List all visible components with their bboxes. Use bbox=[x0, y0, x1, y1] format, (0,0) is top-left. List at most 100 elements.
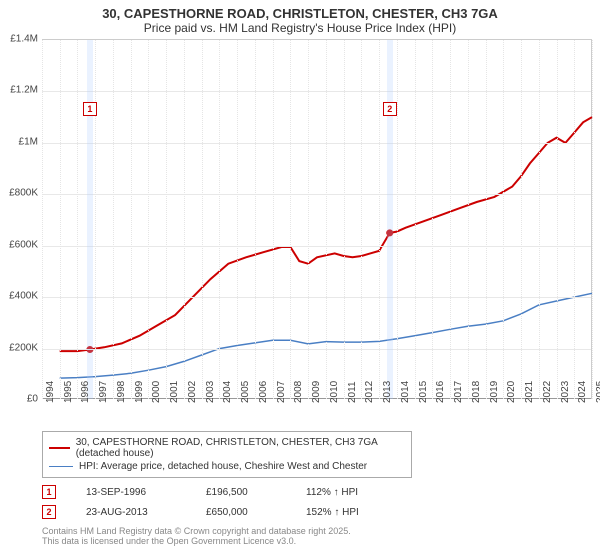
gridline-v bbox=[521, 40, 522, 399]
x-tick-label: 1997 bbox=[98, 381, 109, 403]
transaction-date: 13-SEP-1996 bbox=[86, 487, 176, 498]
gridline-v bbox=[77, 40, 78, 399]
transaction-marker: 1 bbox=[42, 485, 56, 499]
gridline-v bbox=[148, 40, 149, 399]
x-tick-label: 2004 bbox=[222, 381, 233, 403]
x-tick-label: 2013 bbox=[382, 381, 393, 403]
gridline-v bbox=[574, 40, 575, 399]
x-tick-label: 2025 bbox=[595, 381, 600, 403]
x-tick-label: 1995 bbox=[63, 381, 74, 403]
gridline-v bbox=[503, 40, 504, 399]
gridline-v bbox=[539, 40, 540, 399]
x-tick-label: 2012 bbox=[364, 381, 375, 403]
title-block: 30, CAPESTHORNE ROAD, CHRISTLETON, CHEST… bbox=[0, 0, 600, 39]
x-tick-label: 2010 bbox=[329, 381, 340, 403]
x-tick-label: 2018 bbox=[471, 381, 482, 403]
legend-row-property: 30, CAPESTHORNE ROAD, CHRISTLETON, CHEST… bbox=[49, 436, 405, 460]
transaction-row: 1 13-SEP-1996 £196,500 112% ↑ HPI bbox=[42, 482, 600, 502]
x-tick-label: 2019 bbox=[489, 381, 500, 403]
gridline-v bbox=[166, 40, 167, 399]
legend-swatch-blue bbox=[49, 466, 73, 467]
title-line2: Price paid vs. HM Land Registry's House … bbox=[10, 21, 590, 35]
x-tick-label: 2003 bbox=[205, 381, 216, 403]
x-tick-label: 2023 bbox=[560, 381, 571, 403]
title-line1: 30, CAPESTHORNE ROAD, CHRISTLETON, CHEST… bbox=[10, 6, 590, 21]
chart-area: 12 £0£200K£400K£600K£800K£1M£1.2M£1.4M19… bbox=[42, 39, 592, 427]
transaction-hpi: 152% ↑ HPI bbox=[306, 507, 386, 518]
gridline-v bbox=[113, 40, 114, 399]
gridline-v bbox=[184, 40, 185, 399]
y-tick-label: £0 bbox=[27, 394, 38, 405]
y-tick-label: £400K bbox=[9, 291, 38, 302]
y-tick-label: £800K bbox=[9, 188, 38, 199]
x-tick-label: 2011 bbox=[347, 381, 358, 403]
chart-container: 30, CAPESTHORNE ROAD, CHRISTLETON, CHEST… bbox=[0, 0, 600, 560]
y-tick-label: £200K bbox=[9, 342, 38, 353]
x-tick-label: 1994 bbox=[45, 381, 56, 403]
transaction-hpi: 112% ↑ HPI bbox=[306, 487, 386, 498]
chart-lines-svg bbox=[42, 40, 592, 400]
x-tick-label: 2014 bbox=[400, 381, 411, 403]
legend-swatch-red bbox=[49, 447, 70, 449]
x-tick-label: 2000 bbox=[151, 381, 162, 403]
x-tick-label: 2008 bbox=[293, 381, 304, 403]
x-tick-label: 2006 bbox=[258, 381, 269, 403]
footer-line2: This data is licensed under the Open Gov… bbox=[42, 536, 600, 546]
x-tick-label: 1999 bbox=[134, 381, 145, 403]
transaction-price: £650,000 bbox=[206, 507, 276, 518]
plot: 12 bbox=[42, 39, 592, 399]
x-tick-label: 2024 bbox=[577, 381, 588, 403]
gridline-v bbox=[290, 40, 291, 399]
y-tick-label: £1.4M bbox=[10, 34, 38, 45]
gridline-v bbox=[219, 40, 220, 399]
gridline-v bbox=[468, 40, 469, 399]
x-tick-label: 2022 bbox=[542, 381, 553, 403]
gridline-v bbox=[273, 40, 274, 399]
marker-band bbox=[87, 40, 93, 399]
legend-box: 30, CAPESTHORNE ROAD, CHRISTLETON, CHEST… bbox=[42, 431, 412, 478]
gridline-h bbox=[42, 194, 591, 195]
marker-box-1: 1 bbox=[83, 102, 97, 116]
transaction-row: 223-AUG-2013£650,000152% ↑ HPI bbox=[42, 502, 600, 522]
gridline-v bbox=[237, 40, 238, 399]
transaction-price: £196,500 bbox=[206, 487, 276, 498]
gridline-h bbox=[42, 91, 591, 92]
x-tick-label: 2001 bbox=[169, 381, 180, 403]
x-tick-label: 1998 bbox=[116, 381, 127, 403]
gridline-v bbox=[326, 40, 327, 399]
transaction-marker: 2 bbox=[42, 505, 56, 519]
gridline-v bbox=[415, 40, 416, 399]
gridline-v bbox=[255, 40, 256, 399]
y-tick-label: £1M bbox=[19, 136, 38, 147]
gridline-v bbox=[42, 40, 43, 399]
gridline-v bbox=[344, 40, 345, 399]
x-tick-label: 2020 bbox=[506, 381, 517, 403]
x-tick-label: 2007 bbox=[276, 381, 287, 403]
x-tick-label: 2016 bbox=[435, 381, 446, 403]
transaction-rows: 113-SEP-1996£196,500112% ↑ HPI223-AUG-20… bbox=[42, 482, 600, 522]
gridline-v bbox=[202, 40, 203, 399]
y-tick-label: £600K bbox=[9, 239, 38, 250]
gridline-v bbox=[557, 40, 558, 399]
x-tick-label: 2002 bbox=[187, 381, 198, 403]
gridline-v bbox=[486, 40, 487, 399]
gridline-v bbox=[432, 40, 433, 399]
footer-note: Contains HM Land Registry data © Crown c… bbox=[42, 526, 600, 546]
legend-row-hpi: HPI: Average price, detached house, Ches… bbox=[49, 460, 405, 473]
legend-label-property: 30, CAPESTHORNE ROAD, CHRISTLETON, CHEST… bbox=[76, 437, 405, 459]
gridline-v bbox=[450, 40, 451, 399]
marker-band bbox=[387, 40, 393, 399]
gridline-h bbox=[42, 246, 591, 247]
x-tick-label: 2009 bbox=[311, 381, 322, 403]
gridline-v bbox=[592, 40, 593, 399]
footer-line1: Contains HM Land Registry data © Crown c… bbox=[42, 526, 600, 536]
gridline-h bbox=[42, 297, 591, 298]
x-tick-label: 2017 bbox=[453, 381, 464, 403]
gridline-h bbox=[42, 143, 591, 144]
gridline-v bbox=[131, 40, 132, 399]
gridline-v bbox=[379, 40, 380, 399]
legend-label-hpi: HPI: Average price, detached house, Ches… bbox=[79, 461, 367, 472]
marker-box-2: 2 bbox=[383, 102, 397, 116]
gridline-v bbox=[95, 40, 96, 399]
gridline-v bbox=[308, 40, 309, 399]
